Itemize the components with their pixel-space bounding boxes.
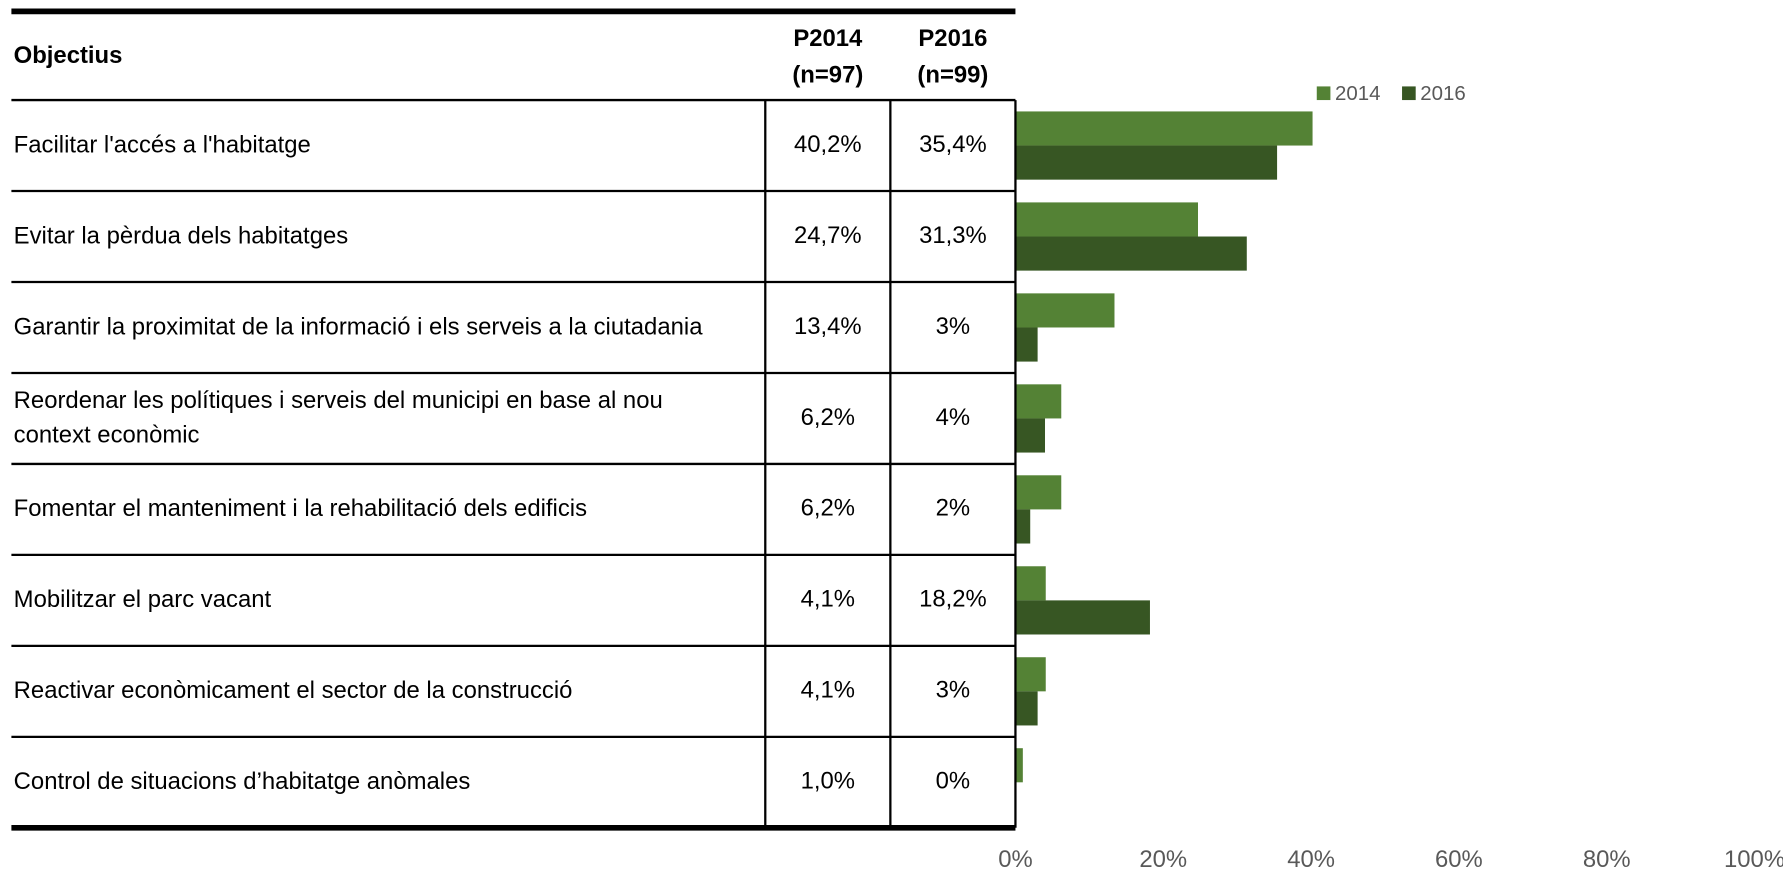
bar	[1015, 293, 1115, 328]
category-label: Fomentar el manteniment i la rehabilitac…	[13, 495, 588, 522]
value-cell: 4,1%	[801, 586, 855, 613]
header-cell: P2016	[918, 25, 987, 52]
x-tick-label: 0%	[998, 846, 1032, 871]
category-cell: Reordenar les polítiques i serveis del m…	[13, 387, 663, 449]
value-cell: 4%	[936, 404, 970, 431]
x-tick-label: 60%	[1435, 846, 1483, 871]
bar	[1015, 418, 1046, 453]
bar	[1015, 384, 1062, 419]
category-label: Evitar la pèrdua dels habitatges	[13, 222, 349, 250]
bar	[1015, 145, 1278, 180]
value-cell: 13,4%	[794, 313, 862, 340]
category-label: Control de situacions d’habitatge anòmal…	[13, 768, 471, 795]
category-label: Reordenar les polítiques i serveis del m…	[13, 387, 663, 449]
category-cell: Facilitar l'accés a l'habitatge	[13, 131, 311, 159]
category-cell: Fomentar el manteniment i la rehabilitac…	[13, 495, 588, 522]
bar	[1015, 475, 1062, 510]
bar	[1015, 748, 1023, 783]
value-cell: 3%	[936, 313, 970, 340]
legend-swatch	[1316, 86, 1331, 101]
value-cell: 1,0%	[801, 768, 855, 795]
bar	[1015, 691, 1038, 726]
value-cell: 3%	[936, 677, 970, 704]
bar	[1015, 111, 1313, 146]
header-cell: (n=99)	[917, 61, 988, 88]
bar	[1015, 509, 1031, 544]
x-tick-label: 80%	[1583, 846, 1631, 871]
value-cell: 4,1%	[801, 677, 855, 704]
legend-swatch	[1402, 86, 1416, 101]
x-tick-label: 40%	[1287, 846, 1335, 871]
value-cell: 6,2%	[801, 404, 855, 431]
header-cell: P2014	[793, 25, 863, 52]
legend-label: 2016	[1420, 82, 1466, 105]
value-cell: 2%	[936, 495, 970, 522]
category-cell: Control de situacions d’habitatge anòmal…	[13, 768, 471, 795]
x-tick-label: 100%	[1724, 846, 1783, 871]
bar	[1015, 202, 1198, 237]
bar	[1015, 236, 1247, 271]
header-cell: (n=97)	[792, 61, 863, 88]
category-label: Reactivar econòmicament el sector de la …	[13, 677, 573, 704]
legend-label: 2014	[1335, 82, 1381, 105]
value-cell: 24,7%	[794, 222, 862, 249]
category-label: Mobilitzar el parc vacant	[13, 586, 272, 613]
value-cell: 18,2%	[919, 586, 987, 613]
bar	[1015, 657, 1046, 692]
category-cell: Reactivar econòmicament el sector de la …	[13, 677, 573, 704]
header-cell: Objectius	[14, 42, 123, 69]
value-cell: 35,4%	[919, 131, 987, 158]
category-cell: Mobilitzar el parc vacant	[13, 586, 272, 613]
category-cell: Evitar la pèrdua dels habitatges	[13, 222, 349, 250]
value-cell: 31,3%	[919, 222, 987, 249]
category-label: Facilitar l'accés a l'habitatge	[13, 131, 311, 159]
value-cell: 0%	[936, 768, 970, 795]
bar	[1015, 327, 1038, 362]
category-cell: Garantir la proximitat de la informació …	[13, 313, 703, 340]
bar	[1015, 600, 1150, 635]
bar	[1015, 566, 1046, 601]
x-tick-label: 20%	[1139, 846, 1187, 871]
category-label: Garantir la proximitat de la informació …	[13, 313, 703, 340]
value-cell: 40,2%	[794, 131, 862, 158]
value-cell: 6,2%	[801, 495, 855, 522]
